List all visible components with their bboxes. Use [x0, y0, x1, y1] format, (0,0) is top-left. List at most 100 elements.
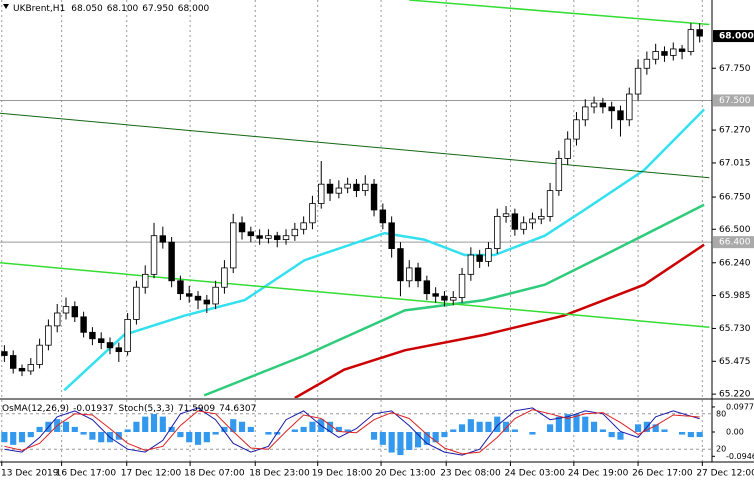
stoch-tick-label: 80	[716, 409, 726, 418]
candle-body	[36, 344, 43, 365]
y-tick-label: 65.220	[719, 390, 751, 400]
indicator-line	[0, 112, 710, 179]
y-tick-label: 67.270	[719, 126, 751, 136]
candle-body	[186, 293, 193, 297]
osma-bar	[582, 416, 589, 433]
candle-body	[256, 235, 263, 239]
main-pane	[0, 0, 712, 398]
candle-body	[538, 215, 545, 220]
osma-bar	[291, 429, 298, 433]
osma-bar	[326, 421, 334, 433]
stoch-label: Stoch(5,3,3)	[119, 404, 174, 414]
osma-bar	[221, 426, 228, 433]
candle-body	[106, 342, 114, 349]
x-tick-label: 23 Dec 08:00	[440, 469, 501, 479]
candle-body	[582, 106, 589, 121]
osma-bar	[485, 421, 492, 433]
level-label: 66.400	[719, 238, 751, 248]
osma-tick-label: -0.09467	[726, 452, 754, 461]
candle-body	[18, 367, 26, 372]
candle-body	[661, 51, 668, 56]
osma-bar	[388, 432, 395, 453]
y-tick-label: 67.750	[719, 64, 751, 74]
candle-body	[406, 267, 413, 282]
candle-body	[62, 306, 70, 314]
osma-bar	[10, 432, 17, 445]
osma-bar	[212, 432, 219, 435]
osma-tick-label: 0.09771	[726, 402, 754, 411]
osma-tick-label: 0.00	[726, 428, 744, 437]
osma-bar	[467, 419, 474, 433]
candle-body	[71, 306, 79, 318]
x-tick-label: 27 Dec 12:00	[696, 469, 754, 479]
osma-bar	[441, 432, 448, 438]
osma-bar	[634, 424, 642, 433]
osma-bar	[661, 429, 668, 433]
stoch-line	[4, 407, 700, 456]
current-price-label: 68.000	[719, 32, 754, 42]
y-tick-label: 67.015	[719, 158, 751, 168]
candle-body	[9, 355, 17, 369]
level-box	[713, 94, 754, 107]
candle-body	[617, 110, 624, 121]
candle-body	[370, 183, 378, 211]
osma-bar	[159, 416, 166, 433]
x-tick-label: 24 Dec 19:00	[568, 469, 629, 479]
candle-body	[564, 138, 571, 159]
osma-bar	[590, 421, 598, 433]
candle-body	[168, 241, 175, 282]
candle-body	[687, 29, 695, 52]
osma-bar	[423, 432, 430, 445]
osma-bar	[617, 432, 624, 440]
candle-body	[335, 187, 343, 194]
candle-body	[27, 364, 35, 372]
candle-body	[546, 190, 554, 217]
candle-body	[485, 248, 492, 262]
header-icon	[3, 4, 9, 9]
chart-header: UKBrent,H1 68.050 68.100 67.950 68.000	[13, 4, 210, 14]
candle-body	[291, 228, 299, 237]
ohlc-open: 68.050	[71, 4, 103, 14]
candle-body	[344, 183, 351, 189]
osma-bar	[309, 421, 316, 433]
osma-bar	[98, 432, 105, 443]
osma-bar	[511, 429, 518, 433]
indicator-line	[203, 203, 705, 397]
y-tick-label: 66.500	[719, 225, 751, 235]
candle-body	[141, 273, 149, 288]
x-tick-label: 13 Dec 2019	[1, 469, 59, 479]
candle-body	[608, 106, 615, 112]
osma-bar	[1, 432, 8, 443]
osma-bar	[458, 424, 466, 433]
candle-body	[494, 215, 501, 249]
candle-body	[159, 235, 167, 243]
ohlc-close: 68.000	[178, 4, 210, 14]
stoch-line	[4, 409, 700, 455]
candle-body	[212, 286, 219, 305]
candle-body	[414, 267, 422, 282]
candle-body	[318, 183, 325, 204]
candle-body	[53, 312, 61, 327]
osma-bar	[230, 419, 237, 433]
candle-body	[678, 48, 686, 52]
candle-body	[458, 273, 466, 298]
osma-bar	[344, 429, 351, 433]
candle-body	[696, 29, 703, 37]
oscillator-pane	[0, 400, 712, 462]
osma-bar	[573, 414, 580, 433]
osma-bar	[450, 429, 457, 433]
osma-bar	[608, 432, 615, 438]
candle-body	[599, 102, 607, 108]
osma-bar	[397, 432, 404, 456]
osma-bar	[142, 416, 149, 433]
candle-body	[379, 209, 387, 224]
osma-bar	[265, 432, 272, 435]
indicator-line	[0, 262, 710, 328]
current-price-box	[713, 30, 754, 43]
indicator-line	[63, 108, 705, 392]
x-tick-label: 24 Dec 03:00	[504, 469, 565, 479]
candle-body	[573, 119, 580, 140]
